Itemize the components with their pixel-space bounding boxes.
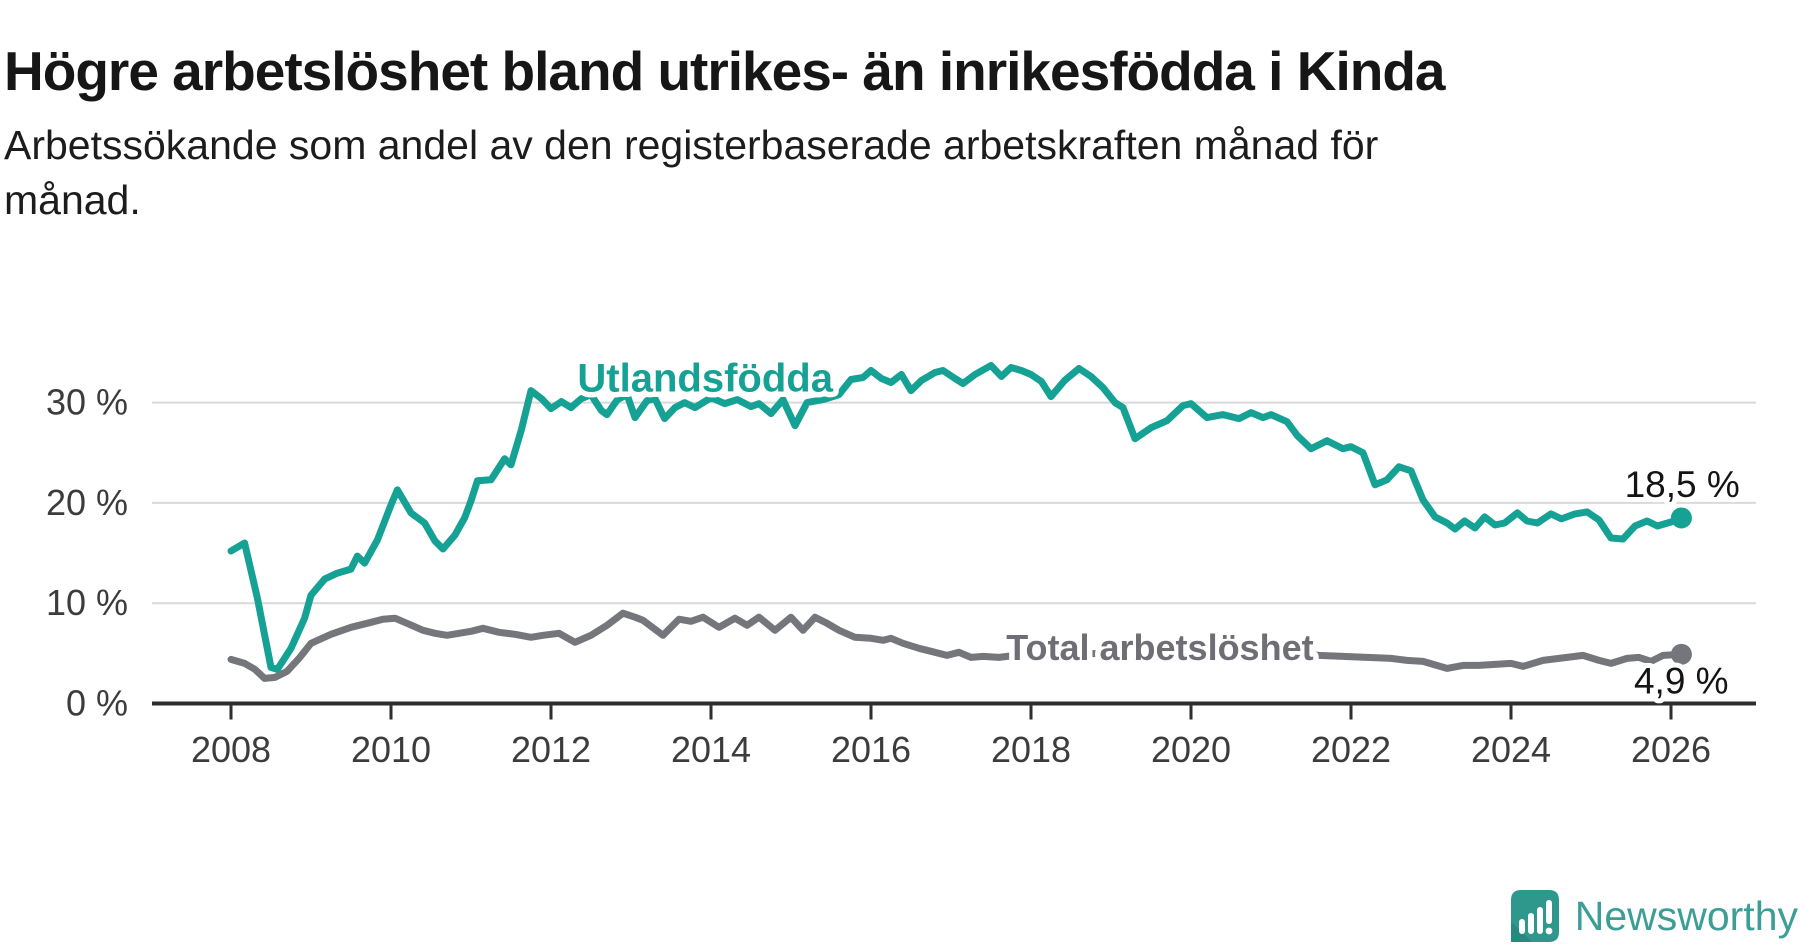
y-axis-label-30: 30 % [46,382,128,423]
subtitle-line-1: Arbetssökande som andel av den registerb… [4,122,1379,168]
series-line-utlandsfodda [227,362,1685,673]
y-axis-label-20: 20 % [46,482,128,523]
x-axis-label-2016: 2016 [831,729,911,770]
x-axis-label-2012: 2012 [511,729,591,770]
series-label-total: Total arbetslöshet [1006,627,1313,668]
end-value-label-utlandsfodda: 18,5 % [1625,464,1740,505]
x-axis-label-2018: 2018 [991,729,1071,770]
x-axis-label-2010: 2010 [351,729,431,770]
newsworthy-wordmark: Newsworthy [1574,892,1798,939]
x-axis-label-2022: 2022 [1311,729,1391,770]
newsworthy-logo: Newsworthy [1510,888,1798,944]
x-axis-label-2014: 2014 [671,729,751,770]
x-axis-label-2024: 2024 [1471,729,1551,770]
subtitle-line-2: månad. [4,176,141,223]
series-label-utlandsfodda: Utlandsfödda [577,357,833,401]
y-axis-label-10: 10 % [46,582,128,623]
end-dot-total [1670,643,1692,665]
x-axis-label-2008: 2008 [191,729,271,770]
end-dot-utlandsfodda [1670,507,1692,529]
x-axis-label-2020: 2020 [1151,729,1231,770]
y-axis-label-0: 0 % [66,683,128,724]
page-subtitle: Arbetssökande som andel av den registerb… [4,118,1704,227]
end-value-label-total: 4,9 % [1634,660,1729,701]
bar-chart-exclamation-icon [1510,890,1559,942]
series-line-total [227,609,1685,682]
x-axis-label-2026: 2026 [1631,729,1711,770]
page-title: Högre arbetslöshet bland utrikes- än inr… [4,39,1446,102]
